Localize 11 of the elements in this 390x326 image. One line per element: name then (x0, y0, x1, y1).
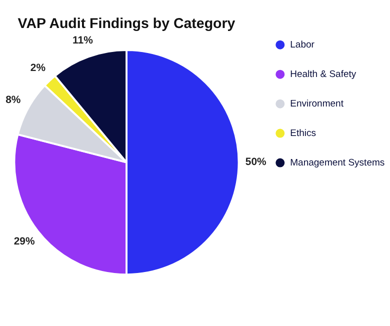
data-label: 50% (245, 157, 268, 168)
chart-title: VAP Audit Findings by Category (18, 16, 236, 32)
legend-label: Ethics (290, 128, 316, 140)
legend-label: Health & Safety (290, 69, 356, 80)
legend-label: Labor (290, 40, 314, 51)
data-label: 2% (30, 62, 46, 74)
data-label: 29% (14, 236, 36, 248)
legend-label: Environment (290, 98, 344, 110)
data-label: 8% (6, 94, 22, 106)
data-label: 11% (72, 35, 94, 46)
legend-label: Management Systems (290, 158, 385, 169)
